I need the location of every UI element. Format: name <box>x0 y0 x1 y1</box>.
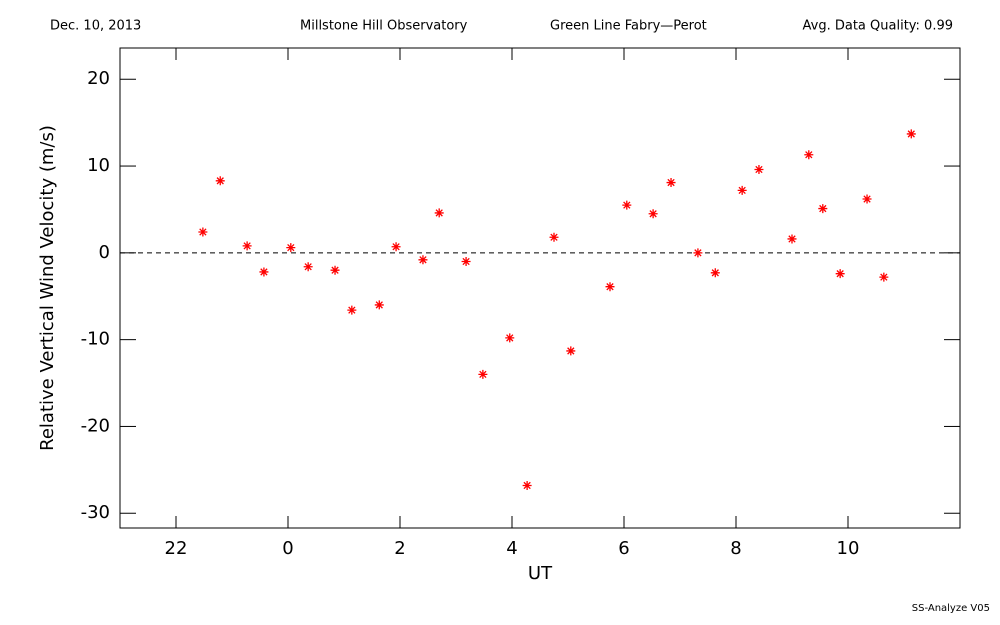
x-tick-label: 6 <box>618 538 629 559</box>
x-tick-label: 22 <box>165 538 188 559</box>
y-tick-label: 10 <box>87 155 110 176</box>
point <box>566 346 576 356</box>
plot-frame <box>119 47 961 529</box>
y-tick-label: 20 <box>87 68 110 89</box>
x-tick-label: 2 <box>394 538 405 559</box>
point <box>737 185 747 195</box>
point <box>374 300 384 310</box>
y-tick-label: -30 <box>81 502 110 523</box>
point <box>259 267 269 277</box>
point <box>818 204 828 214</box>
header-instrument: Green Line Fabry—Perot <box>550 19 707 34</box>
header-date: Dec. 10, 2013 <box>50 19 141 34</box>
point <box>549 232 559 242</box>
point <box>622 200 632 210</box>
x-tick-label: 0 <box>282 538 293 559</box>
y-tick-label: -10 <box>81 329 110 350</box>
footer: SS-Analyze V05 <box>912 603 990 614</box>
point <box>605 282 615 292</box>
point <box>693 248 703 258</box>
point <box>862 194 872 204</box>
point <box>434 208 444 218</box>
point <box>835 269 845 279</box>
y-tick-label: -20 <box>81 415 110 436</box>
point <box>303 262 313 272</box>
point <box>461 257 471 267</box>
point <box>879 272 889 282</box>
point <box>804 150 814 160</box>
point <box>215 176 225 186</box>
point <box>710 268 720 278</box>
header-observatory: Millstone Hill Observatory <box>300 19 468 34</box>
point <box>198 227 208 237</box>
y-axis-label: Relative Vertical Wind Velocity (m/s) <box>37 125 58 451</box>
point <box>522 480 532 490</box>
x-tick-label: 4 <box>506 538 517 559</box>
point <box>330 265 340 275</box>
point <box>754 165 764 175</box>
point <box>648 209 658 219</box>
header-quality: Avg. Data Quality: 0.99 <box>803 19 953 34</box>
x-tick-label: 8 <box>730 538 741 559</box>
y-tick-label: 0 <box>99 242 110 263</box>
point <box>478 369 488 379</box>
point <box>418 255 428 265</box>
point <box>505 333 515 343</box>
point <box>666 178 676 188</box>
x-axis-label: UT <box>528 563 553 584</box>
point <box>286 243 296 253</box>
point <box>906 129 916 139</box>
point <box>787 234 797 244</box>
point <box>242 241 252 251</box>
point <box>391 242 401 252</box>
x-tick-label: 10 <box>837 538 860 559</box>
point <box>347 305 357 315</box>
